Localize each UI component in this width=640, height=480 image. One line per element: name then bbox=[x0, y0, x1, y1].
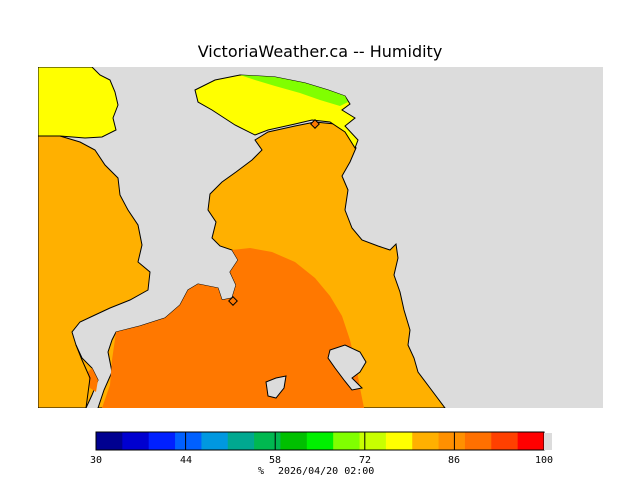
island-east bbox=[327, 344, 367, 391]
west-sliver-dark-orange bbox=[88, 368, 98, 392]
color-scale-cell bbox=[517, 432, 545, 450]
green-patch bbox=[240, 75, 348, 106]
timestamp-label: 2026/04/20 02:00 bbox=[278, 466, 375, 477]
color-scale-cell bbox=[359, 432, 387, 450]
color-scale-cell bbox=[438, 432, 466, 450]
northwest-land-yellow bbox=[38, 67, 119, 139]
color-scale-cell bbox=[491, 432, 519, 450]
color-scale-cell bbox=[464, 432, 492, 450]
unit-label: % bbox=[258, 466, 265, 477]
south-region-dark-orange bbox=[102, 248, 364, 408]
color-scale-cell bbox=[148, 432, 176, 450]
color-scale-cell bbox=[122, 432, 150, 450]
scale-tick-44: 44 bbox=[179, 455, 193, 466]
chart-title: VictoriaWeather.ca -- Humidity bbox=[197, 42, 443, 61]
color-scale-cell bbox=[412, 432, 440, 450]
color-scale-cell bbox=[306, 432, 334, 450]
color-scale-cell bbox=[280, 432, 308, 450]
color-scale-cell bbox=[227, 432, 255, 450]
scale-tick-72: 72 bbox=[358, 455, 372, 466]
color-scale-cell bbox=[333, 432, 361, 450]
scale-tick-86: 86 bbox=[447, 455, 461, 466]
scale-tick-100: 100 bbox=[534, 455, 554, 466]
color-scale-cell bbox=[254, 432, 281, 450]
color-scale-cell bbox=[175, 432, 202, 450]
coastline-detail bbox=[75, 344, 91, 408]
color-scale-cell bbox=[201, 432, 229, 450]
scale-tick-30: 30 bbox=[89, 455, 103, 466]
color-scale-cell bbox=[385, 432, 413, 450]
scale-tick-58: 58 bbox=[268, 455, 282, 466]
island-south bbox=[265, 375, 287, 399]
station-marker-north bbox=[310, 119, 320, 129]
color-scale-cell bbox=[96, 432, 123, 450]
station-marker-south bbox=[228, 296, 238, 306]
